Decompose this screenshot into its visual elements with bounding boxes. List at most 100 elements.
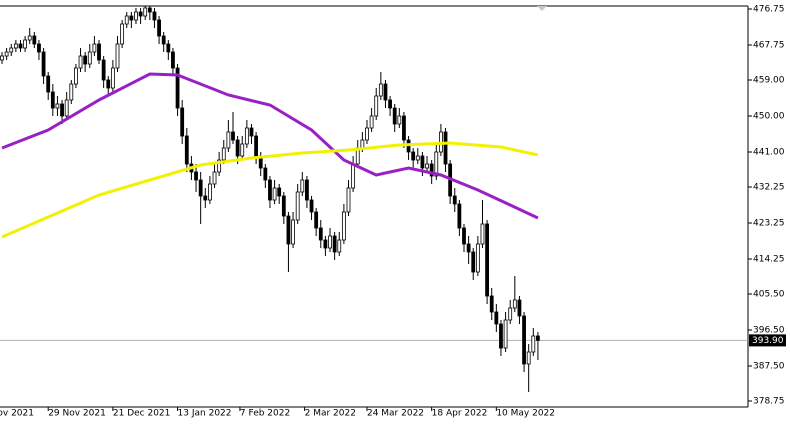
candle-body (147, 7, 152, 13)
candle-body (4, 51, 9, 57)
candle-body (517, 299, 522, 317)
candle-body (383, 83, 388, 101)
candle-body (485, 223, 490, 297)
x-tick-label: 13 Jan 2022 (178, 409, 232, 419)
candle-body (143, 7, 148, 17)
y-tick-label: 467.75 (753, 41, 785, 51)
candle-body (508, 307, 513, 321)
candle-body (0, 55, 4, 61)
candle-body (124, 15, 129, 25)
candle-body (198, 179, 203, 197)
candle-body (397, 115, 402, 125)
candle-body (341, 211, 346, 241)
candle-body (425, 163, 429, 169)
y-tick-label: 476.75 (753, 5, 785, 15)
candle-body (244, 127, 249, 145)
y-tick-label: 414.25 (753, 255, 785, 265)
candle-body (480, 223, 485, 245)
candle-body (462, 227, 466, 245)
candle-body (281, 195, 286, 217)
candle-body (522, 315, 526, 365)
candle-body (97, 43, 101, 61)
x-tick-label: 2 Mar 2022 (305, 409, 356, 419)
candle-body (101, 59, 106, 81)
candle-body (74, 67, 78, 85)
candle-body (184, 135, 189, 165)
candle-body (106, 79, 111, 89)
candle-body (152, 11, 157, 21)
candle-body (369, 115, 374, 129)
candle-body (129, 15, 134, 21)
moving-average (1, 72, 539, 220)
candle-body (291, 219, 295, 245)
candle-body (415, 155, 420, 161)
candle-body (69, 83, 74, 101)
candle-body (536, 335, 540, 341)
candle-body (120, 23, 125, 45)
candle-body (337, 239, 342, 253)
candle-body (203, 195, 208, 201)
candle-body (499, 323, 503, 349)
y-tick-label: 387.50 (753, 362, 785, 372)
candle-body (46, 75, 51, 93)
candle-body (475, 243, 480, 273)
candle-body (83, 55, 88, 65)
candle-body (318, 227, 323, 241)
candle-body (503, 319, 508, 349)
candle-body (87, 51, 92, 65)
candle-body (207, 183, 212, 201)
candle-body (254, 135, 259, 157)
candle-body (443, 131, 448, 165)
x-tick-label: ov 2021 (0, 409, 34, 419)
candle-body (429, 163, 434, 177)
candle-body (420, 155, 425, 169)
candle-body (471, 251, 476, 273)
candle-body (457, 203, 462, 229)
candle-body (37, 43, 41, 53)
candle-body (268, 179, 272, 201)
candle-body (32, 35, 37, 45)
candle-body (138, 11, 143, 17)
candle-body (134, 11, 138, 21)
candle-body (531, 335, 536, 353)
current-price-label: 393.90 (752, 336, 784, 346)
candle-body (166, 43, 171, 53)
candle-body (194, 171, 198, 181)
candle-body (9, 47, 14, 53)
candle-body (277, 187, 282, 197)
candle-body (332, 235, 337, 253)
candle-body (226, 131, 231, 149)
y-tick-label: 405.50 (753, 290, 785, 300)
x-tick-label: 29 Nov 2021 (48, 409, 106, 419)
candle-body (23, 39, 28, 49)
candle-body (13, 43, 18, 49)
candle-body (263, 167, 268, 181)
y-tick-label: 378.75 (753, 397, 785, 407)
candle-body (180, 107, 185, 137)
candle-body (374, 95, 379, 117)
candle-body (157, 19, 161, 37)
candle-body (466, 243, 471, 253)
candle-body (434, 151, 439, 177)
candle-body (78, 55, 83, 69)
shift-marker (537, 6, 547, 11)
candle-body (346, 187, 351, 213)
candle-body (494, 311, 499, 325)
y-tick-label: 432.25 (753, 183, 785, 193)
candle-body (110, 67, 115, 89)
x-tick-label: 10 May 2022 (496, 409, 555, 419)
candle-body (388, 99, 392, 109)
y-tick-label: 441.00 (753, 148, 785, 158)
candle-body (392, 107, 397, 125)
candle-body (240, 143, 245, 157)
candle-body (18, 43, 23, 49)
candle-body (231, 131, 235, 141)
candle-body (314, 211, 319, 229)
plot (0, 6, 748, 392)
candle-body (221, 147, 226, 161)
candle-body (212, 171, 217, 185)
candle-body (171, 51, 175, 69)
candle-body (50, 91, 55, 109)
